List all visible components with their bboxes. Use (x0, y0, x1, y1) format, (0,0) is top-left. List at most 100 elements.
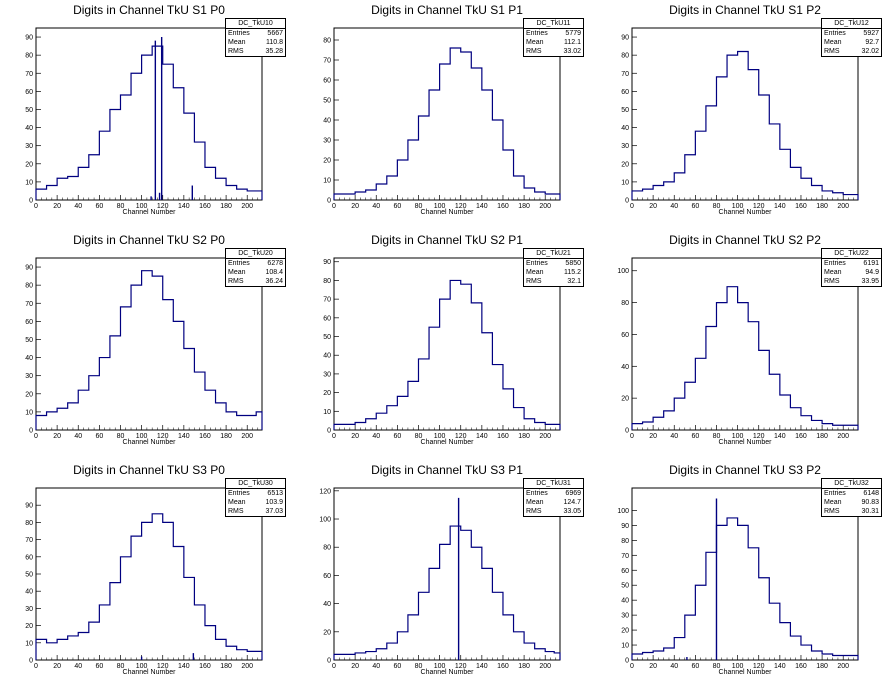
histogram-plot: 0 20 40 60 80 100 120 140 160 180 200 0 10 20 30 40 50 60… (323, 257, 561, 440)
stats-row-mean: Mean 108.4 (226, 268, 285, 277)
stats-box: DC_TkU20 Entries 6278 Mean 108.4 RMS 36.24 (225, 248, 286, 287)
x-tick-label: 140 (774, 203, 786, 210)
y-tick-label: 60 (621, 332, 629, 339)
plot-frame (631, 257, 859, 431)
x-tick-label: 80 (415, 663, 423, 670)
x-tick-label: 60 (393, 433, 401, 440)
histogram-series (35, 270, 263, 430)
x-tick-label: 200 (539, 203, 551, 210)
plot-frame (333, 487, 561, 661)
stats-value: 103.9 (265, 499, 283, 506)
stats-label: RMS (228, 278, 244, 285)
x-axis-label: Channel Number (122, 439, 176, 446)
stats-label: Entries (228, 260, 250, 267)
histogram-plot: 0 20 40 60 80 100 120 140 160 180 200 0 10 20 30 40 50 60… (621, 27, 859, 210)
x-tick-label: 40 (372, 433, 380, 440)
x-tick-label: 200 (837, 663, 849, 670)
stats-label: RMS (228, 508, 244, 515)
stats-name: DC_TkU11 (524, 19, 583, 29)
stats-label: Entries (824, 30, 846, 37)
stats-row-entries: Entries 6148 (822, 489, 881, 498)
x-tick-label: 60 (95, 663, 103, 670)
y-tick-label: 40 (323, 118, 331, 125)
panel-title: Digits in Channel TkU S3 P0 (73, 463, 225, 477)
x-tick-label: 140 (178, 433, 190, 440)
y-tick-label: 90 (25, 503, 33, 510)
x-tick-label: 180 (220, 433, 232, 440)
x-tick-label: 40 (670, 203, 678, 210)
histogram-plot: 0 20 40 60 80 100 120 140 160 180 200 0 20 40 60 80 100 1… (319, 487, 561, 670)
stats-label: RMS (526, 48, 542, 55)
x-tick-label: 180 (518, 433, 530, 440)
x-tick-label: 100 (136, 663, 148, 670)
panel-title: Digits in Channel TkU S3 P1 (371, 463, 523, 477)
x-tick-label: 40 (670, 663, 678, 670)
x-tick-label: 80 (117, 203, 125, 210)
stats-value: 108.4 (265, 269, 283, 276)
stats-value: 33.95 (861, 278, 879, 285)
x-tick-label: 120 (753, 433, 765, 440)
y-tick-label: 70 (25, 71, 33, 78)
y-tick-label: 100 (617, 268, 629, 275)
panel-s1p1: Digits in Channel TkU S1 P1 0 20 40 60 80 100 1… (298, 0, 596, 230)
y-tick-label: 30 (25, 606, 33, 613)
plot-frame (333, 27, 561, 201)
y-tick-label: 90 (323, 259, 331, 266)
x-tick-label: 60 (393, 663, 401, 670)
histogram-series (333, 47, 561, 200)
x-tick-label: 0 (332, 433, 336, 440)
x-tick-label: 140 (178, 663, 190, 670)
y-tick-label: 50 (621, 107, 629, 114)
y-tick-label: 60 (323, 315, 331, 322)
x-tick-label: 100 (434, 203, 446, 210)
y-tick-label: 90 (621, 35, 629, 42)
y-tick-label: 40 (25, 125, 33, 132)
x-tick-label: 100 (136, 203, 148, 210)
x-tick-label: 60 (95, 203, 103, 210)
stats-row-entries: Entries 5667 (226, 29, 285, 38)
y-tick-label: 70 (25, 301, 33, 308)
stats-row-entries: Entries 5850 (524, 259, 583, 268)
x-tick-label: 160 (795, 203, 807, 210)
x-axis-label: Channel Number (122, 209, 176, 216)
stats-value: 124.7 (563, 499, 581, 506)
stats-label: Entries (526, 490, 548, 497)
stats-row-mean: Mean 94.9 (822, 268, 881, 277)
x-tick-label: 140 (476, 203, 488, 210)
histogram-series (631, 50, 859, 200)
y-tick-label: 60 (621, 89, 629, 96)
stats-row-rms: RMS 32.02 (822, 47, 881, 56)
y-tick-label: 50 (25, 572, 33, 579)
stats-value: 115.2 (564, 269, 581, 276)
y-tick-label: 60 (323, 573, 331, 580)
y-tick-label: 40 (621, 364, 629, 371)
x-tick-label: 100 (136, 433, 148, 440)
panel-s3p2: Digits in Channel TkU S3 P2 0 20 40 60 80 100 1… (596, 460, 894, 690)
panel-title: Digits in Channel TkU S1 P1 (371, 3, 523, 17)
x-tick-label: 80 (713, 433, 721, 440)
x-tick-label: 180 (816, 433, 828, 440)
y-tick-label: 80 (25, 283, 33, 290)
plot-frame (35, 27, 263, 201)
y-tick-label: 70 (323, 297, 331, 304)
x-axis-label: Channel Number (420, 439, 474, 446)
stats-row-rms: RMS 33.02 (524, 47, 583, 56)
x-tick-label: 120 (157, 203, 169, 210)
x-tick-label: 80 (415, 203, 423, 210)
stats-label: RMS (824, 48, 840, 55)
stats-label: Mean (824, 39, 842, 46)
x-tick-label: 120 (455, 663, 467, 670)
y-tick-label: 40 (323, 601, 331, 608)
stats-value: 35.28 (265, 48, 283, 55)
x-tick-label: 0 (332, 663, 336, 670)
y-tick-label: 70 (323, 58, 331, 65)
stats-label: Mean (228, 499, 246, 506)
stats-box: DC_TkU10 Entries 5667 Mean 110.8 RMS 35.28 (225, 18, 286, 57)
y-tick-label: 80 (621, 538, 629, 545)
x-tick-label: 180 (816, 203, 828, 210)
x-tick-label: 120 (753, 203, 765, 210)
x-tick-label: 20 (649, 203, 657, 210)
stats-label: Entries (824, 260, 846, 267)
panel-s3p0: Digits in Channel TkU S3 P0 0 20 40 60 80 100 1… (0, 460, 298, 690)
stats-value: 30.31 (861, 508, 879, 515)
